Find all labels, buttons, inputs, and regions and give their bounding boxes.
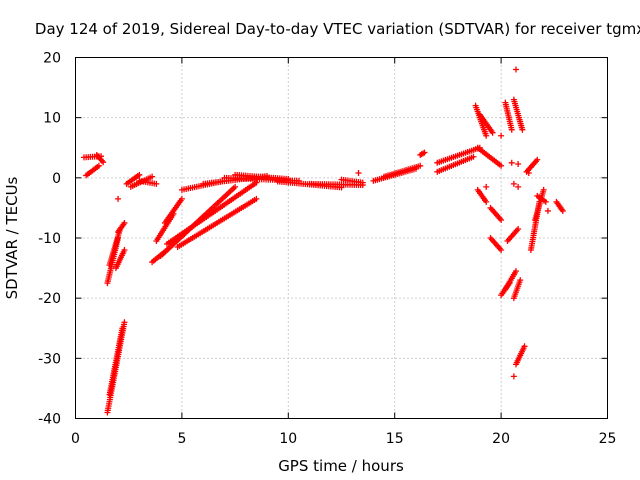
data-point (121, 247, 128, 254)
x-tick-label: 0 (71, 431, 80, 447)
data-point (253, 195, 260, 202)
data-point (510, 180, 517, 187)
y-tick-label: -30 (38, 351, 61, 367)
data-point (498, 132, 505, 139)
data-point (355, 170, 362, 177)
y-axis-title: SDTVAR / TECUs (3, 176, 21, 299)
y-tick-label: -40 (38, 412, 61, 428)
data-point (515, 160, 522, 167)
data-points (81, 66, 566, 416)
data-point (519, 126, 526, 133)
x-axis-title: GPS time / hours (278, 457, 404, 475)
data-point (498, 247, 505, 254)
data-point (483, 198, 490, 205)
data-point (121, 319, 128, 326)
data-point (498, 162, 505, 169)
y-tick-label: -10 (38, 231, 61, 247)
data-point (512, 268, 519, 275)
data-point (517, 277, 524, 284)
data-point (498, 216, 505, 223)
data-point (525, 170, 532, 177)
y-tick-label: 0 (52, 171, 61, 187)
data-point (178, 195, 185, 202)
data-point (540, 186, 547, 193)
data-point (544, 207, 551, 214)
data-point (232, 183, 239, 190)
data-point (359, 179, 366, 186)
x-tick-label: 5 (177, 431, 186, 447)
y-tick-label: 20 (43, 51, 61, 67)
data-point (515, 183, 522, 190)
data-point (417, 162, 424, 169)
data-point (521, 343, 528, 350)
data-point (542, 198, 549, 205)
x-tick-label: 10 (279, 431, 297, 447)
data-point (149, 173, 156, 180)
data-point (121, 219, 128, 226)
data-point (483, 183, 490, 190)
chart-title: Day 124 of 2019, Sidereal Day-to-day VTE… (35, 20, 640, 38)
x-tick-label: 25 (599, 431, 617, 447)
grid-lines (75, 57, 608, 419)
data-point (95, 162, 102, 169)
data-point (119, 325, 126, 332)
data-point (508, 126, 515, 133)
y-tick-label: 10 (43, 111, 61, 127)
data-point (559, 207, 566, 214)
data-point (115, 195, 122, 202)
data-point (153, 180, 160, 187)
y-tick-label: -20 (38, 291, 61, 307)
data-point (470, 153, 477, 160)
data-point (512, 66, 519, 73)
data-point (100, 159, 107, 166)
data-point (136, 171, 143, 178)
data-point (508, 159, 515, 166)
data-point (421, 149, 428, 156)
data-point (483, 132, 490, 139)
data-point (510, 373, 517, 380)
x-tick-label: 15 (386, 431, 404, 447)
x-tick-label: 20 (492, 431, 510, 447)
data-point (534, 156, 541, 163)
axis-ticks: 0 5 10 15 20 25 -40 -30 -20 -10 0 10 20 (38, 51, 616, 448)
data-point (489, 129, 496, 136)
data-point (253, 179, 260, 186)
data-point (515, 225, 522, 232)
